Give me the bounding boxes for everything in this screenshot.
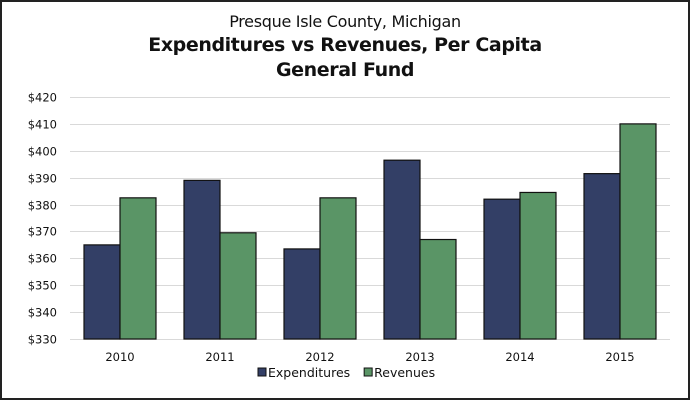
bar-revenues-2011 bbox=[219, 232, 257, 340]
legend-label-revenues: Revenues bbox=[374, 365, 435, 380]
chart-title-line-1: Expenditures vs Revenues, Per Capita bbox=[148, 34, 542, 56]
x-tick-label: 2011 bbox=[205, 350, 234, 364]
bar-revenues-2015 bbox=[619, 123, 657, 340]
y-axis-ticks: $330 $340 $350 $360 $370 $380 $390 $400 $410 $420 bbox=[28, 91, 57, 347]
x-tick-label: 2010 bbox=[105, 350, 134, 364]
x-tick-label: 2014 bbox=[505, 350, 534, 364]
bar-revenues-2013 bbox=[419, 238, 457, 340]
x-tick-label: 2015 bbox=[605, 350, 634, 364]
y-tick-label: $350 bbox=[28, 279, 57, 293]
legend-label-expenditures: Expenditures bbox=[268, 365, 350, 380]
y-tick-label: $360 bbox=[28, 252, 57, 266]
x-axis-ticks: 2010 2011 2012 2013 2014 2015 bbox=[105, 350, 634, 364]
legend-swatch-revenues bbox=[363, 367, 373, 377]
y-tick-label: $380 bbox=[28, 199, 57, 213]
chart-title-line-2: General Fund bbox=[275, 59, 415, 81]
y-tick-label: $420 bbox=[28, 91, 57, 105]
bar-expenditures-2014 bbox=[483, 198, 521, 340]
bar-expenditures-2011 bbox=[183, 179, 221, 340]
bars bbox=[83, 123, 657, 340]
bar-expenditures-2012 bbox=[283, 248, 321, 340]
y-tick-label: $390 bbox=[28, 172, 57, 186]
y-tick-label: $400 bbox=[28, 145, 57, 159]
legend: Expenditures Revenues bbox=[257, 365, 435, 380]
gridlines bbox=[70, 97, 670, 340]
y-tick-label: $410 bbox=[28, 118, 57, 132]
bar-expenditures-2013 bbox=[383, 159, 421, 340]
bar-expenditures-2010 bbox=[83, 244, 121, 340]
x-tick-label: 2013 bbox=[405, 350, 434, 364]
bar-revenues-2014 bbox=[519, 191, 557, 340]
y-tick-label: $330 bbox=[28, 333, 57, 347]
y-tick-label: $370 bbox=[28, 225, 57, 239]
bar-revenues-2012 bbox=[319, 197, 357, 340]
bar-revenues-2010 bbox=[119, 197, 157, 340]
legend-swatch-expenditures bbox=[257, 367, 267, 377]
y-tick-label: $340 bbox=[28, 306, 57, 320]
chart-subtitle: Presque Isle County, Michigan bbox=[229, 12, 461, 31]
x-tick-label: 2012 bbox=[305, 350, 334, 364]
bar-expenditures-2015 bbox=[583, 173, 621, 340]
